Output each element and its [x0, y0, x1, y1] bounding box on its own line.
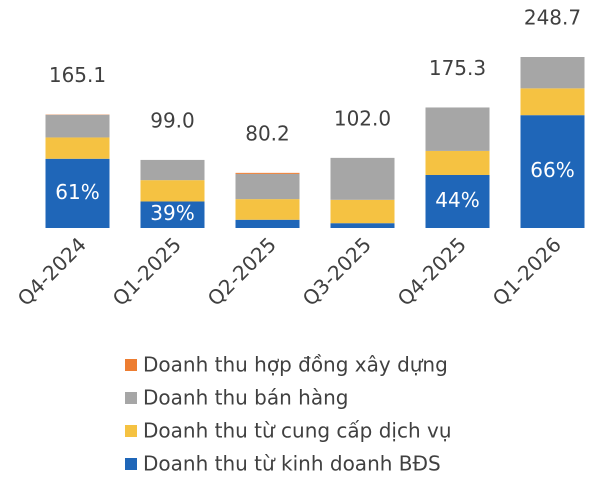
x-tick-label: Q1-2026: [488, 232, 566, 310]
legend-label: Doanh thu hợp đồng xây dựng: [143, 353, 448, 377]
bar-segment: [330, 223, 395, 228]
bar-segment: [425, 150, 490, 175]
bar-segment: [235, 173, 300, 200]
bar-segment: [520, 115, 585, 228]
x-tick-label: Q1-2025: [108, 232, 186, 310]
bar-segment: [235, 219, 300, 228]
bar-segment: [425, 107, 490, 151]
total-label: 102.0: [334, 106, 391, 130]
bar-segment: [45, 158, 110, 228]
share-label: 39%: [150, 201, 194, 225]
bar-segment: [140, 201, 205, 228]
x-tick-label: Q2-2025: [203, 232, 281, 310]
bar-segment: [520, 57, 585, 89]
bar-segment: [235, 199, 300, 220]
legend-swatch: [125, 359, 137, 371]
bar-segment: [330, 157, 395, 200]
share-label: 61%: [55, 180, 99, 204]
bar-segment: [140, 180, 205, 202]
total-label: 99.0: [150, 108, 195, 132]
bar-segment: [45, 137, 110, 159]
x-tick-label: Q4-2025: [393, 232, 471, 310]
total-label: 248.7: [524, 6, 581, 30]
bar-segment: [330, 199, 395, 224]
bar-segment: [235, 172, 300, 174]
legend-swatch: [125, 458, 137, 470]
share-label: 66%: [530, 158, 574, 182]
legend-label: Doanh thu từ kinh doanh BĐS: [143, 452, 441, 476]
x-tick-label: Q4-2024: [13, 232, 91, 310]
legend-swatch: [125, 392, 137, 404]
legend-swatch: [125, 425, 137, 437]
total-label: 80.2: [245, 121, 290, 145]
bar-segment: [425, 174, 490, 228]
legend-label: Doanh thu bán hàng: [143, 386, 348, 410]
total-label: 175.3: [429, 56, 486, 80]
x-tick-label: Q3-2025: [298, 232, 376, 310]
bar-segment: [140, 159, 205, 181]
bar-segment: [520, 88, 585, 116]
legend-label: Doanh thu từ cung cấp dịch vụ: [143, 419, 452, 443]
bar-segment: [45, 114, 110, 138]
share-label: 44%: [435, 188, 479, 212]
total-label: 165.1: [49, 63, 106, 87]
